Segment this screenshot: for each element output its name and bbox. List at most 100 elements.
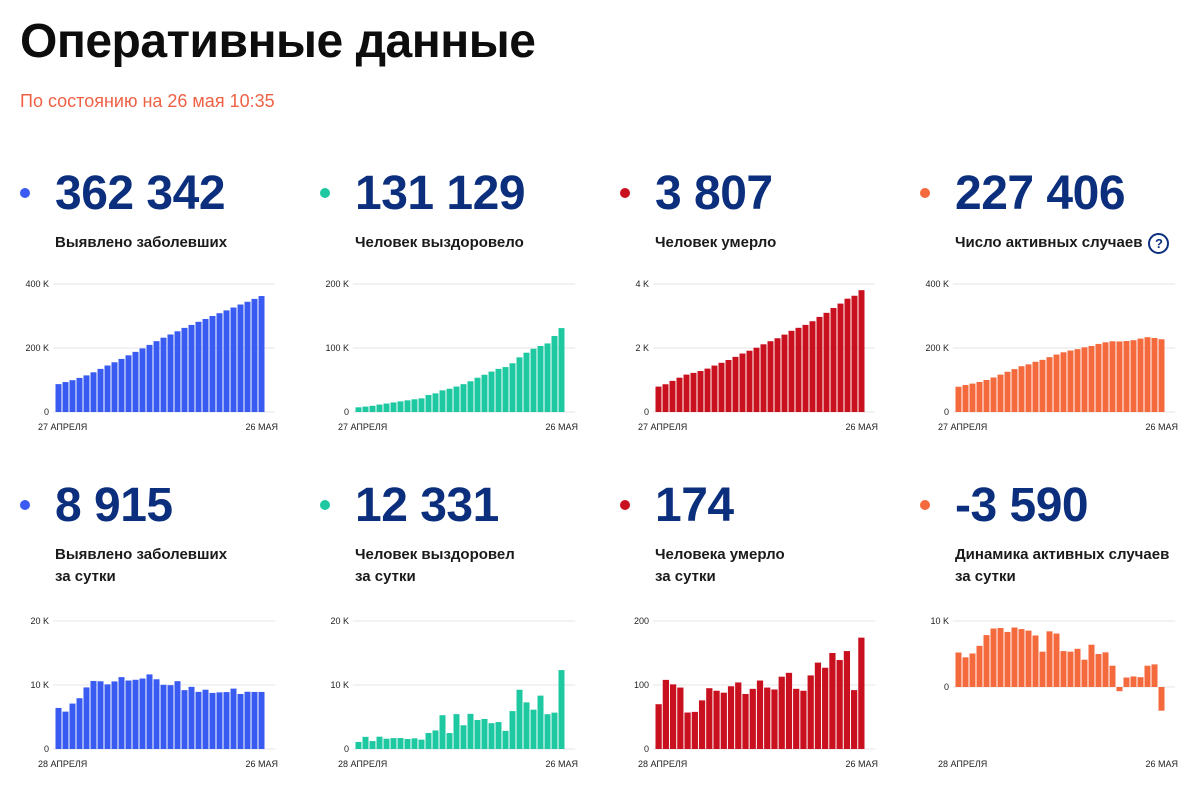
bar [244, 301, 251, 412]
stat-card: -3 590 Динамика активных случаев за сутки 0… [920, 478, 1200, 778]
stat-label: Человека умерло за сутки [655, 544, 915, 588]
bar [1074, 349, 1081, 412]
bar [697, 371, 704, 412]
bar [764, 687, 771, 749]
x-start-label: 28 АПРЕЛЯ [338, 759, 387, 769]
bar [1011, 369, 1018, 412]
bar [258, 691, 265, 749]
bar [774, 338, 781, 412]
x-start-label: 28 АПРЕЛЯ [638, 759, 687, 769]
y-tick-label: 10 K [930, 616, 949, 626]
bar [223, 692, 230, 749]
bar [1067, 651, 1074, 687]
bar [62, 382, 69, 412]
bar [1158, 687, 1165, 711]
bar [111, 362, 118, 412]
bar [362, 406, 369, 412]
bar [1018, 629, 1025, 687]
bar [1025, 364, 1032, 412]
bar [467, 713, 474, 749]
bar [488, 723, 495, 749]
bar [669, 380, 676, 412]
bar [858, 637, 865, 749]
bar [742, 693, 749, 749]
chart: 0 100 K 200 K 27 АПРЕЛЯ 26 МАЯ [325, 279, 578, 432]
stat-label-line1: Динамика активных случаев [955, 546, 1170, 563]
stat-card: 362 342 Выявлено заболевших 0 200 K 400 K 27 … [20, 166, 310, 466]
stat-card: 174 Человека умерло за сутки 0 100 200 28 АПРЕ… [620, 478, 910, 778]
x-start-label: 27 АПРЕЛЯ [938, 422, 987, 432]
bar [209, 692, 216, 749]
bar [969, 653, 976, 687]
bar [551, 335, 558, 412]
bar [655, 704, 662, 749]
bar [237, 304, 244, 412]
y-tick-label: 400 K [925, 279, 949, 289]
y-tick-label: 0 [944, 682, 949, 692]
bar [676, 377, 683, 412]
bar [146, 674, 153, 749]
bar [118, 677, 125, 749]
x-start-label: 27 АПРЕЛЯ [338, 422, 387, 432]
bar [111, 681, 118, 749]
bar [244, 691, 251, 749]
bar [1046, 631, 1053, 687]
x-end-label: 26 МАЯ [545, 422, 578, 432]
bar [355, 407, 362, 412]
series-dot-icon [920, 500, 930, 510]
y-tick-label: 0 [44, 407, 49, 417]
y-tick-label: 0 [944, 407, 949, 417]
bar [962, 385, 969, 412]
bar [390, 402, 397, 412]
x-start-label: 27 АПРЕЛЯ [638, 422, 687, 432]
bar [488, 371, 495, 412]
bar [76, 377, 83, 412]
bar [690, 372, 697, 412]
bar [90, 372, 97, 412]
bar [677, 687, 684, 749]
bar [397, 738, 404, 749]
bar [104, 365, 111, 412]
stat-value: 174 [655, 479, 734, 532]
x-end-label: 26 МАЯ [545, 759, 578, 769]
bar [711, 365, 718, 412]
bar [1109, 341, 1116, 412]
bar [1011, 627, 1018, 687]
bar [181, 327, 188, 412]
bar [1144, 337, 1151, 412]
bar [955, 386, 962, 412]
bar [174, 331, 181, 412]
stat-label-line2: за сутки [655, 568, 716, 585]
bar [1088, 644, 1095, 687]
bar [1095, 343, 1102, 412]
y-tick-label: 4 K [635, 279, 649, 289]
bar [230, 307, 237, 412]
bar [1144, 665, 1151, 687]
bar [1137, 338, 1144, 412]
bar [753, 347, 760, 412]
bar [997, 627, 1004, 687]
bar [704, 368, 711, 412]
bar [816, 316, 823, 412]
bar [530, 709, 537, 749]
chart: 0 200 K 400 K 27 АПРЕЛЯ 26 МАЯ [25, 279, 278, 432]
bar [544, 714, 551, 749]
bar [1039, 651, 1046, 687]
bar [1158, 339, 1165, 412]
bar [551, 712, 558, 749]
bar [188, 324, 195, 412]
y-tick-label: 0 [44, 744, 49, 754]
help-icon[interactable]: ? [1148, 232, 1170, 254]
bar [230, 688, 237, 749]
bar [83, 687, 90, 749]
stat-label-line2: за сутки [355, 568, 416, 585]
stat-value: 131 129 [355, 167, 526, 220]
bar [139, 348, 146, 412]
bar [369, 405, 376, 412]
bar [990, 628, 997, 687]
bar [481, 718, 488, 749]
bar [778, 676, 785, 749]
bar [662, 384, 669, 412]
bar [655, 386, 662, 412]
bar [969, 383, 976, 412]
